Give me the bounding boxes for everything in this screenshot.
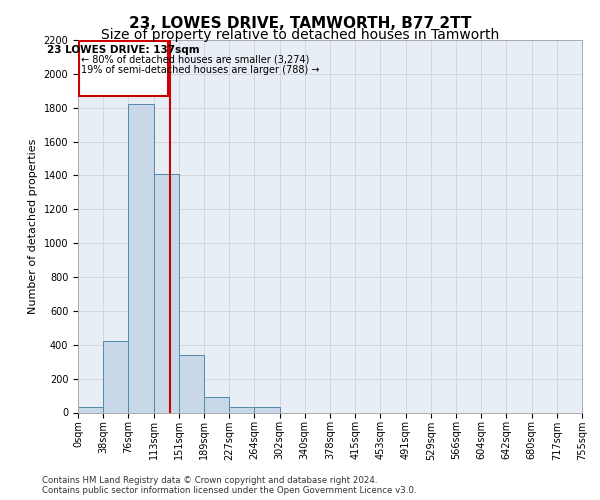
Bar [79,41,168,96]
Text: 23, LOWES DRIVE, TAMWORTH, B77 2TT: 23, LOWES DRIVE, TAMWORTH, B77 2TT [129,16,471,31]
Text: 23 LOWES DRIVE: 137sqm: 23 LOWES DRIVE: 137sqm [47,45,200,55]
Bar [154,174,179,412]
Text: Size of property relative to detached houses in Tamworth: Size of property relative to detached ho… [101,28,499,42]
Text: Contains HM Land Registry data © Crown copyright and database right 2024.
Contai: Contains HM Land Registry data © Crown c… [42,476,416,495]
Bar [103,342,128,412]
Bar [128,104,154,412]
Y-axis label: Number of detached properties: Number of detached properties [28,138,38,314]
Bar [78,408,103,412]
Bar [179,355,204,412]
Bar [229,408,254,412]
Bar [204,398,229,412]
Text: ← 80% of detached houses are smaller (3,274): ← 80% of detached houses are smaller (3,… [81,54,310,64]
Text: 19% of semi-detached houses are larger (788) →: 19% of semi-detached houses are larger (… [81,64,320,74]
Bar [254,408,280,412]
